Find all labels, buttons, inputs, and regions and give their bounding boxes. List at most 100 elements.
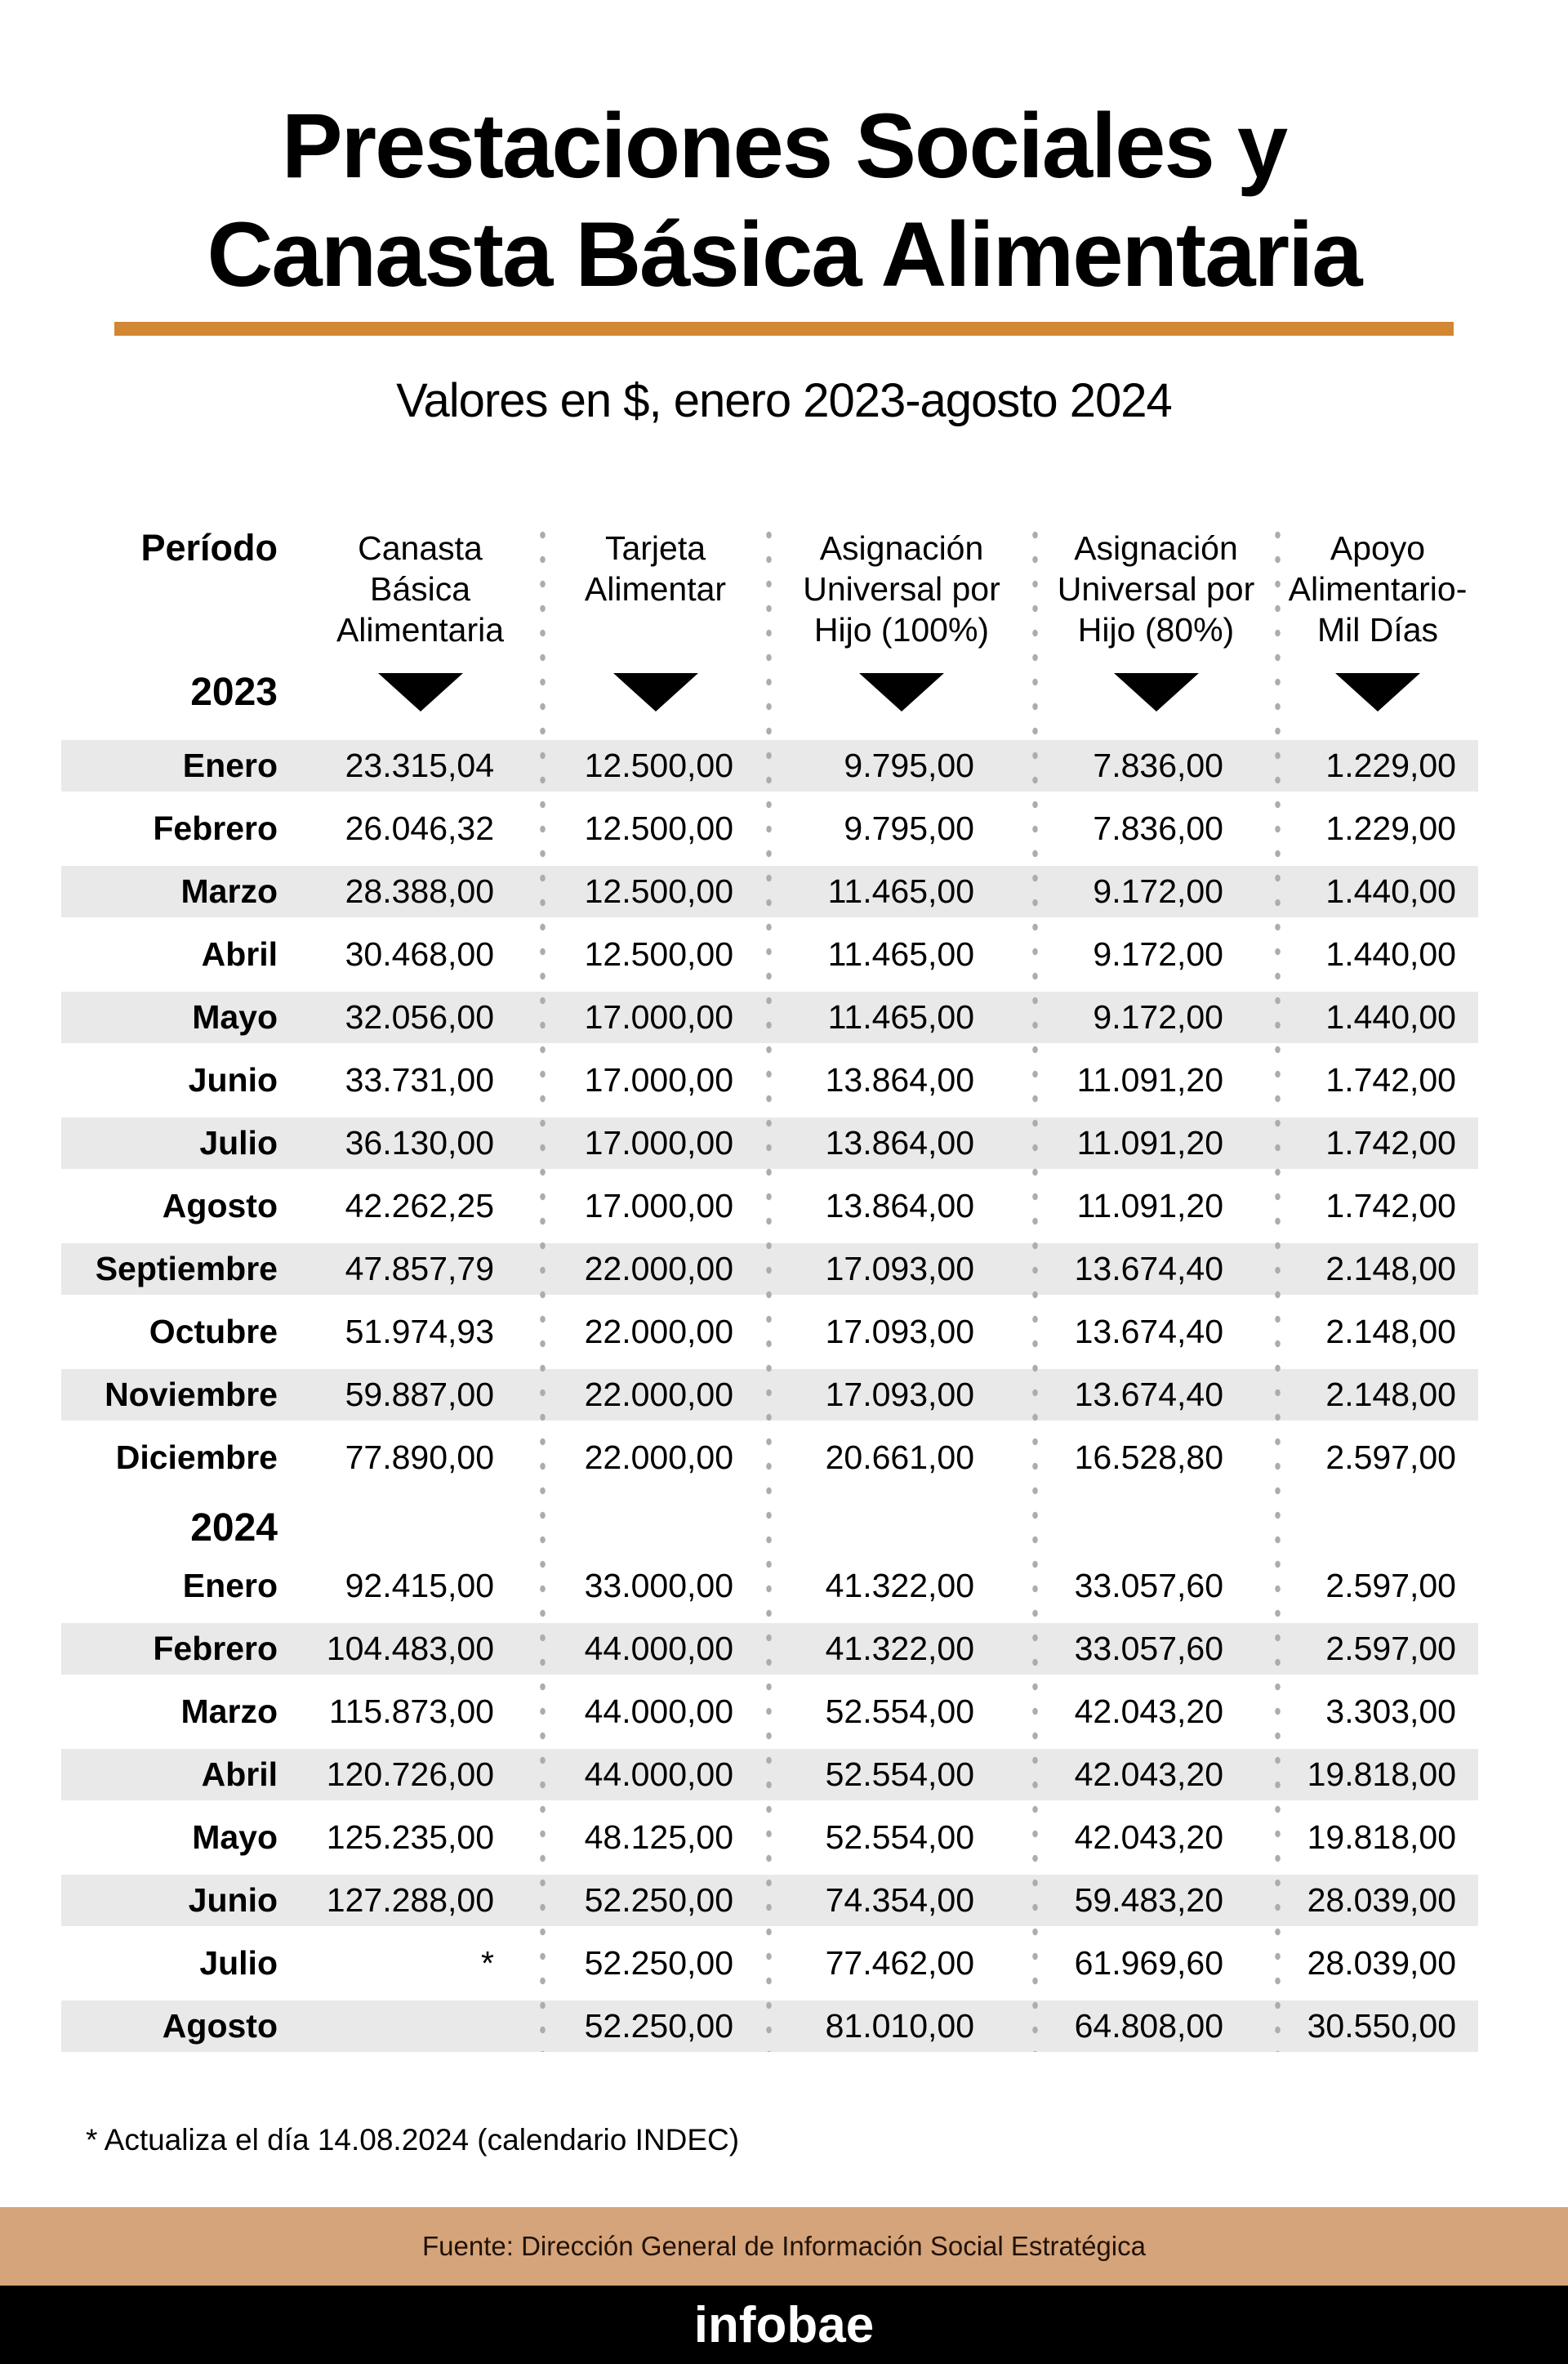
- row-label-month: Noviembre: [105, 1376, 278, 1413]
- page-title-line-2: Canasta Básica Alimentaria: [207, 203, 1363, 306]
- cell-apoyo-alimentario: 30.550,00: [1307, 2007, 1456, 2045]
- table-row-2023-octubre: Octubre 51.974,93 22.000,00 17.093,00 13.674…: [61, 1306, 1478, 1358]
- column-header-auh-100: Asignación Universal por Hijo (100%): [768, 528, 1035, 650]
- table-row-2023-mayo: Mayo 32.056,00 17.000,00 11.465,00 9.172,00 1…: [61, 992, 1478, 1043]
- cell-apoyo-alimentario: 1.440,00: [1325, 998, 1456, 1036]
- year-2024-row: 2024: [61, 1495, 1478, 1560]
- cell-apoyo-alimentario: 1.742,00: [1325, 1061, 1456, 1099]
- cell-auh-80: 42.043,20: [1074, 1818, 1223, 1856]
- cell-canasta-basica: 77.890,00: [345, 1438, 494, 1476]
- cell-auh-100: 81.010,00: [825, 2007, 974, 2045]
- subtitle: Valores en $, enero 2023-agosto 2024: [396, 374, 1173, 427]
- cell-canasta-basica: 33.731,00: [345, 1061, 494, 1099]
- cell-tarjeta-alimentar: 12.500,00: [584, 935, 733, 973]
- table-row-2023-septiembre: Septiembre 47.857,79 22.000,00 17.093,00 13.…: [61, 1243, 1478, 1295]
- cell-tarjeta-alimentar: 12.500,00: [584, 810, 733, 847]
- cell-tarjeta-alimentar: 12.500,00: [584, 872, 733, 910]
- down-triangle-icon: [1113, 673, 1199, 711]
- down-triangle-icon: [859, 673, 944, 711]
- cell-apoyo-alimentario: 1.742,00: [1325, 1187, 1456, 1224]
- benefits-table: Período Canasta Básica Alimentaria Tarjeta A…: [61, 528, 1478, 2063]
- column-header-apoyo-alimentario: Apoyo Alimentario- Mil Días: [1277, 528, 1478, 650]
- year-label-2023: 2023: [190, 671, 278, 714]
- table-row-2024-junio: Junio 127.288,00 52.250,00 74.354,00 59.483,…: [61, 1875, 1478, 1926]
- column-header-line: Hijo (80%): [1077, 611, 1235, 649]
- row-label-month: Enero: [182, 747, 278, 784]
- column-header-periodo: Período: [140, 527, 278, 569]
- cell-auh-80: 33.057,60: [1074, 1567, 1223, 1604]
- row-label-month: Febrero: [153, 1630, 278, 1667]
- year-2023-marker-row: 2023: [61, 670, 1478, 714]
- cell-auh-80: 9.172,00: [1093, 872, 1223, 910]
- cell-auh-80: 64.808,00: [1074, 2007, 1223, 2045]
- column-header-line: Hijo (100%): [813, 611, 990, 649]
- cell-apoyo-alimentario: 2.148,00: [1325, 1376, 1456, 1413]
- cell-canasta-basica: 23.315,04: [345, 747, 494, 784]
- cell-auh-80: 13.674,40: [1074, 1313, 1223, 1350]
- cell-tarjeta-alimentar: 17.000,00: [584, 1124, 733, 1162]
- row-label-month: Julio: [199, 1944, 278, 1982]
- cell-canasta-basica: *: [481, 1944, 494, 1982]
- rows-2023: Enero 23.315,04 12.500,00 9.795,00 7.836,00 1…: [61, 740, 1478, 1483]
- table-row-2023-julio: Julio 36.130,00 17.000,00 13.864,00 11.091,2…: [61, 1117, 1478, 1169]
- cell-auh-100: 17.093,00: [825, 1376, 974, 1413]
- cell-canasta-basica: 120.726,00: [326, 1755, 494, 1793]
- cell-apoyo-alimentario: 19.818,00: [1307, 1818, 1456, 1856]
- cell-auh-80: 7.836,00: [1093, 747, 1223, 784]
- cell-apoyo-alimentario: 1.440,00: [1325, 935, 1456, 973]
- cell-auh-100: 20.661,00: [825, 1438, 974, 1476]
- infobae-logo: infobae: [693, 2296, 875, 2353]
- cell-tarjeta-alimentar: 22.000,00: [584, 1438, 733, 1476]
- table-row-2024-mayo: Mayo 125.235,00 48.125,00 52.554,00 42.043,2…: [61, 1812, 1478, 1863]
- table-row-2023-agosto: Agosto 42.262,25 17.000,00 13.864,00 11.091,…: [61, 1180, 1478, 1232]
- cell-canasta-basica: 51.974,93: [345, 1313, 494, 1350]
- row-label-month: Junio: [188, 1881, 278, 1919]
- cell-apoyo-alimentario: 2.597,00: [1325, 1567, 1456, 1604]
- page-title: Prestaciones Sociales y Canasta Básica A…: [0, 91, 1568, 309]
- cell-apoyo-alimentario: 2.597,00: [1325, 1630, 1456, 1667]
- cell-apoyo-alimentario: 2.597,00: [1325, 1438, 1456, 1476]
- source-band: Fuente: Dirección General de Información…: [0, 2207, 1568, 2286]
- title-divider-bar: [114, 322, 1454, 336]
- table-row-2023-marzo: Marzo 28.388,00 12.500,00 11.465,00 9.172,00…: [61, 866, 1478, 917]
- table-row-2024-enero: Enero 92.415,00 33.000,00 41.322,00 33.057,6…: [61, 1560, 1478, 1612]
- table-row-2024-julio: Julio * 52.250,00 77.462,00 61.969,60 28.039,…: [61, 1938, 1478, 1989]
- cell-canasta-basica: 42.262,25: [345, 1187, 494, 1224]
- cell-auh-80: 11.091,20: [1076, 1124, 1223, 1162]
- cell-auh-100: 77.462,00: [825, 1944, 974, 1982]
- cell-tarjeta-alimentar: 12.500,00: [584, 747, 733, 784]
- cell-auh-100: 11.465,00: [827, 935, 974, 973]
- column-header-tarjeta-alimentar: Tarjeta Alimentar: [542, 528, 768, 609]
- spacer: [0, 2157, 1568, 2207]
- column-header-line: Básica: [369, 570, 471, 608]
- column-header-line: Universal por: [803, 570, 1000, 608]
- down-triangle-icon: [612, 673, 698, 711]
- cell-auh-100: 52.554,00: [825, 1755, 974, 1793]
- table-row-2023-noviembre: Noviembre 59.887,00 22.000,00 17.093,00 13.6…: [61, 1369, 1478, 1421]
- column-header-line: Apoyo: [1330, 529, 1426, 567]
- cell-auh-80: 61.969,60: [1074, 1944, 1223, 1982]
- cell-apoyo-alimentario: 28.039,00: [1307, 1881, 1456, 1919]
- cell-apoyo-alimentario: 2.148,00: [1325, 1313, 1456, 1350]
- column-header-line: Alimentaria: [336, 611, 505, 649]
- cell-tarjeta-alimentar: 52.250,00: [584, 1944, 733, 1982]
- cell-canasta-basica: 92.415,00: [345, 1567, 494, 1604]
- column-header-line: Alimentario-: [1288, 570, 1468, 608]
- column-header-auh-80: Asignación Universal por Hijo (80%): [1035, 528, 1277, 650]
- cell-canasta-basica: 115.873,00: [328, 1693, 494, 1730]
- row-label-month: Abril: [201, 1755, 278, 1793]
- cell-tarjeta-alimentar: 17.000,00: [584, 998, 733, 1036]
- cell-auh-80: 13.674,40: [1074, 1250, 1223, 1287]
- row-label-month: Julio: [199, 1124, 278, 1162]
- footnote: * Actualiza el día 14.08.2024 (calendari…: [86, 2123, 740, 2157]
- cell-apoyo-alimentario: 1.229,00: [1325, 747, 1456, 784]
- column-header-line: Alimentar: [584, 570, 727, 608]
- cell-apoyo-alimentario: 19.818,00: [1307, 1755, 1456, 1793]
- row-label-month: Abril: [201, 935, 278, 973]
- cell-tarjeta-alimentar: 52.250,00: [584, 1881, 733, 1919]
- source-text: Fuente: Dirección General de Información…: [422, 2231, 1146, 2261]
- cell-auh-100: 17.093,00: [825, 1250, 974, 1287]
- cell-tarjeta-alimentar: 44.000,00: [584, 1630, 733, 1667]
- brand-band: infobae: [0, 2286, 1568, 2364]
- page-title-line-1: Prestaciones Sociales y: [281, 95, 1288, 197]
